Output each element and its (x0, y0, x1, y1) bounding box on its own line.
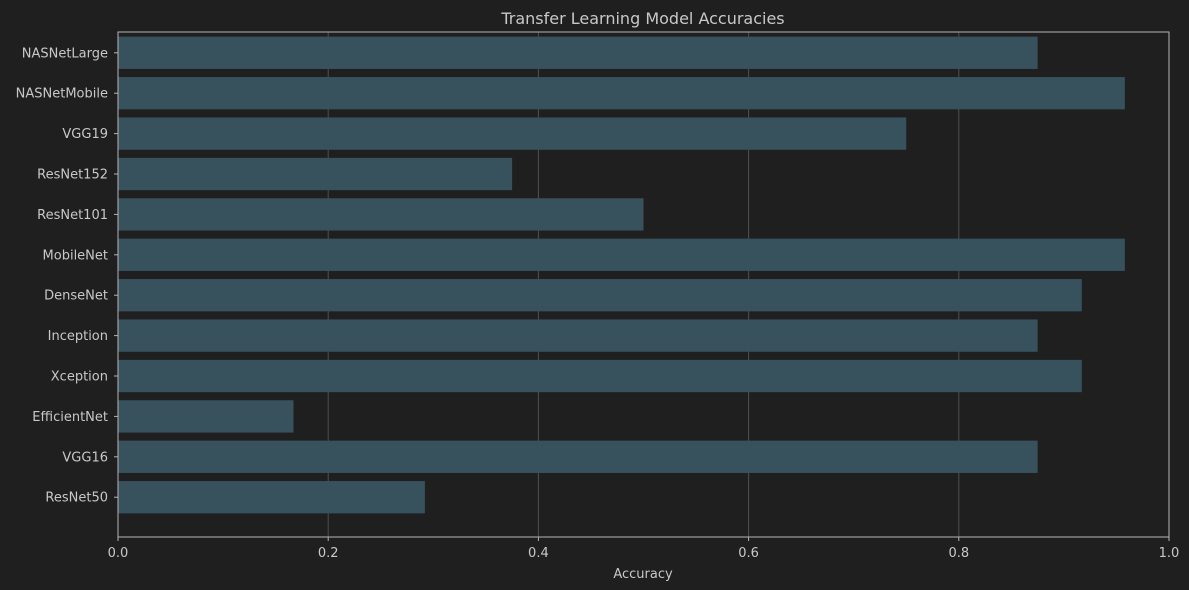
y-tick-label: NASNetMobile (16, 87, 108, 102)
bars (118, 36, 1125, 514)
x-tick-label: 1.0 (1159, 546, 1180, 561)
bar (118, 359, 1082, 393)
y-tick-label: VGG16 (62, 450, 108, 465)
bar (118, 400, 294, 433)
y-tick-label: Xception (51, 370, 108, 385)
x-tick-labels: 0.0 0.2 0.4 0.6 0.8 1.0 (108, 537, 1180, 561)
x-tick-label: 0.4 (528, 546, 549, 561)
bar (118, 440, 1038, 473)
bar (118, 238, 1125, 271)
x-tick-label: 0.0 (108, 546, 129, 561)
bar (118, 279, 1082, 312)
x-tick-label: 0.8 (948, 546, 969, 561)
y-tick-label: MobileNet (43, 248, 108, 263)
y-tick-label: EfficientNet (32, 410, 108, 425)
bar (118, 117, 907, 150)
chart-title: Transfer Learning Model Accuracies (500, 9, 784, 28)
bar (118, 198, 644, 231)
bar (118, 77, 1125, 110)
plot-frame (117, 31, 1170, 538)
x-tick-label: 0.6 (738, 546, 759, 561)
bar (118, 36, 1038, 69)
plot-border (117, 31, 1170, 538)
y-tick-label: VGG19 (62, 127, 108, 142)
x-tick-label: 0.2 (318, 546, 339, 561)
y-tick-label: ResNet152 (37, 168, 108, 183)
bar (118, 157, 513, 191)
bar (118, 481, 425, 514)
y-tick-label: ResNet50 (45, 491, 108, 506)
y-tick-label: DenseNet (44, 289, 108, 304)
y-tick-label: NASNetLarge (22, 46, 108, 61)
x-axis-label: Accuracy (613, 567, 673, 582)
y-tick-label: Inception (48, 329, 108, 344)
bar (118, 319, 1038, 352)
y-tick-label: ResNet101 (37, 208, 108, 223)
y-tick-labels: ResNet50 VGG16 EfficientNet Xception Incepti… (16, 46, 118, 506)
